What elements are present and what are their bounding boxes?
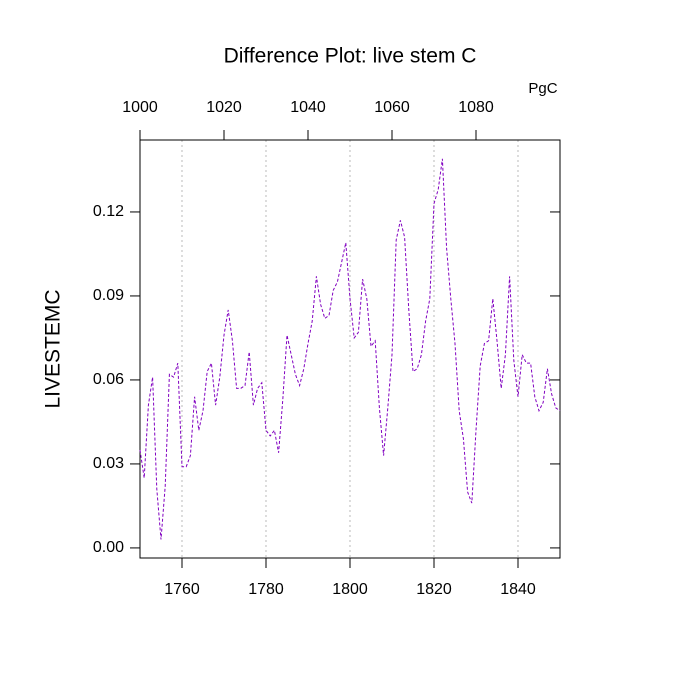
x2-tick-label: 1040 <box>290 99 326 116</box>
y-tick-label: 0.06 <box>93 371 124 388</box>
y-tick-label: 0.09 <box>93 287 124 304</box>
chart-title: Difference Plot: live stem C <box>224 45 477 68</box>
x2-tick-label: 1080 <box>458 99 494 116</box>
x-tick-label: 1820 <box>416 581 452 598</box>
x2-tick-label: 1000 <box>122 99 158 116</box>
x2-tick-label: 1060 <box>374 99 410 116</box>
data-line <box>139 158 561 540</box>
x-tick-label: 1780 <box>248 581 284 598</box>
y-tick-label: 0.03 <box>93 455 124 472</box>
x2-tick-label: 1020 <box>206 99 242 116</box>
plot-frame <box>139 139 561 559</box>
x-tick-label: 1760 <box>164 581 200 598</box>
y-tick-label: 0.12 <box>93 203 124 220</box>
x-tick-label: 1800 <box>332 581 368 598</box>
y-tick-label: 0.00 <box>93 539 124 556</box>
y-axis-label: LIVESTEMC <box>42 289 65 408</box>
x2-axis-label: PgC <box>528 80 557 97</box>
x-tick-label: 1840 <box>500 581 536 598</box>
